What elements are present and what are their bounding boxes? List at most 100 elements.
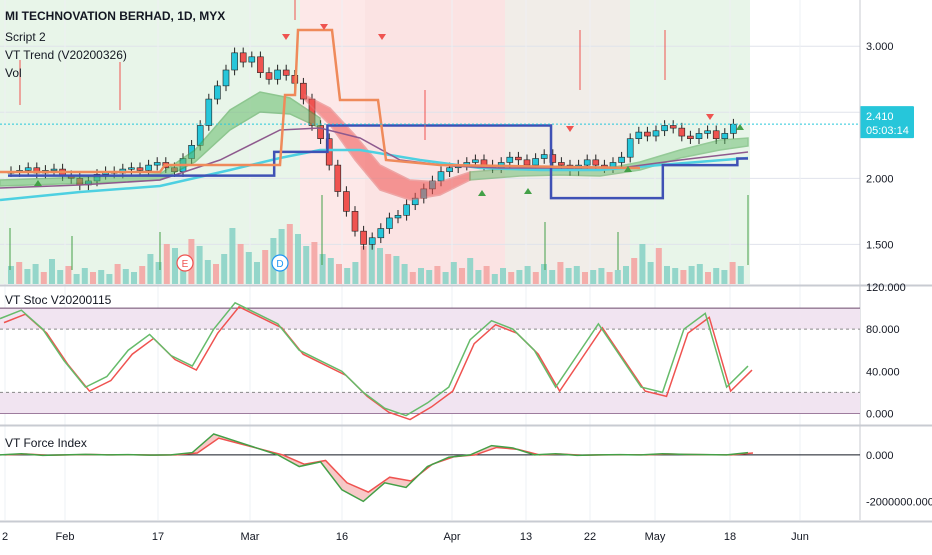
candle-body: [618, 156, 625, 163]
stoch-tick-label: 120.000: [866, 282, 906, 294]
candle-body: [334, 164, 342, 192]
volume-bar: [245, 252, 252, 284]
volume-bar: [582, 272, 588, 284]
volume-bar: [409, 272, 416, 284]
sell-triangle-1: [320, 24, 328, 30]
buy-triangle-4: [736, 124, 744, 130]
volume-bar: [598, 268, 605, 284]
candle-body: [661, 125, 668, 132]
volume-bar: [647, 262, 654, 284]
candle-body: [145, 164, 152, 171]
volume-bar: [418, 268, 424, 284]
candle-body: [515, 156, 522, 161]
volume-bar: [508, 272, 515, 284]
volume-bar: [483, 266, 490, 284]
indicator-label: Vol: [5, 66, 22, 80]
candle-body: [704, 130, 711, 134]
volume-bar: [237, 244, 244, 284]
candle-body: [635, 131, 643, 139]
candle-body: [351, 211, 359, 232]
volume-bar: [541, 264, 547, 284]
volume-bar: [229, 228, 236, 284]
candle-body: [386, 217, 393, 229]
candle-body: [205, 98, 213, 126]
volume-bar: [155, 262, 162, 284]
candle-body: [506, 156, 514, 163]
last-price-badge: [860, 106, 914, 139]
price-tick-label: 1.500: [866, 239, 894, 251]
volume-bar: [672, 268, 679, 284]
volume-bar: [360, 246, 367, 284]
volume-bar: [327, 258, 334, 284]
volume-bar: [24, 269, 31, 284]
volume-bar: [729, 262, 736, 284]
x-axis-label: May: [645, 531, 666, 543]
candle-body: [377, 228, 385, 239]
x-axis-label: Jun: [791, 531, 809, 543]
ema-line: [0, 148, 749, 202]
volume-bar: [475, 270, 482, 284]
symbol-title: MI TECHNOVATION BERHAD, 1D, MYX: [5, 9, 225, 23]
volume-bar: [32, 264, 39, 284]
candle-body: [446, 167, 453, 173]
volume-bar: [557, 262, 564, 284]
volume-bar: [377, 248, 383, 284]
candle-body: [721, 133, 729, 139]
volume-bar: [696, 264, 703, 284]
candle-body: [24, 167, 32, 171]
candle-body: [540, 154, 548, 159]
volume-bar: [352, 262, 359, 284]
candle-body: [480, 159, 488, 166]
volume-bar: [655, 248, 662, 284]
volume-bar: [147, 254, 154, 284]
resistance-step-line: [0, 28, 641, 174]
volume-bar: [163, 244, 170, 284]
volume-bar: [664, 266, 670, 284]
volume-bar: [81, 268, 88, 284]
volume-bar: [721, 270, 728, 284]
volume-bar: [73, 274, 80, 284]
candle-body: [403, 204, 410, 216]
price-tick-label: 3.000: [866, 41, 894, 53]
force-fill: [0, 433, 753, 502]
volume-bar: [139, 266, 146, 284]
force-tick-label: -2000000.000: [866, 496, 932, 508]
volume-bar: [204, 260, 211, 284]
volume-bar: [106, 274, 113, 284]
candle-body: [669, 125, 677, 129]
volume-bar: [590, 270, 597, 284]
volume-bar: [491, 274, 498, 284]
volume-bar: [450, 262, 457, 284]
candle-body: [343, 191, 350, 212]
stoch-tick-label: 80.000: [866, 324, 900, 336]
volume-bar: [336, 264, 342, 284]
stoch-overbought-zone: [0, 308, 860, 330]
volume-bar: [114, 264, 121, 284]
candle-body: [532, 158, 539, 166]
candle-body: [222, 69, 230, 87]
volume-bar: [319, 254, 326, 284]
volume-bar: [368, 240, 375, 284]
volume-bar: [172, 248, 178, 284]
x-axis-label: Mar: [241, 531, 260, 543]
marker-d-label: D: [276, 259, 283, 270]
candle-body: [360, 230, 367, 245]
candle-body: [592, 159, 600, 166]
volume-bar: [549, 270, 556, 284]
volume-bar: [631, 258, 638, 284]
candle-body: [652, 130, 660, 137]
volume-bar: [98, 270, 105, 284]
volume-bar: [459, 268, 465, 284]
volume-bar: [737, 266, 744, 284]
volume-bar: [40, 272, 47, 284]
price-tick-label: 2.000: [866, 173, 894, 185]
x-axis-label: 17: [152, 531, 164, 543]
candle-body: [300, 82, 307, 100]
marker-e-label: E: [182, 259, 189, 270]
countdown-label: 05:03:14: [866, 125, 909, 137]
marker-e-circle: [176, 254, 194, 272]
buy-triangle-3: [624, 166, 632, 172]
candle-body: [712, 130, 720, 139]
